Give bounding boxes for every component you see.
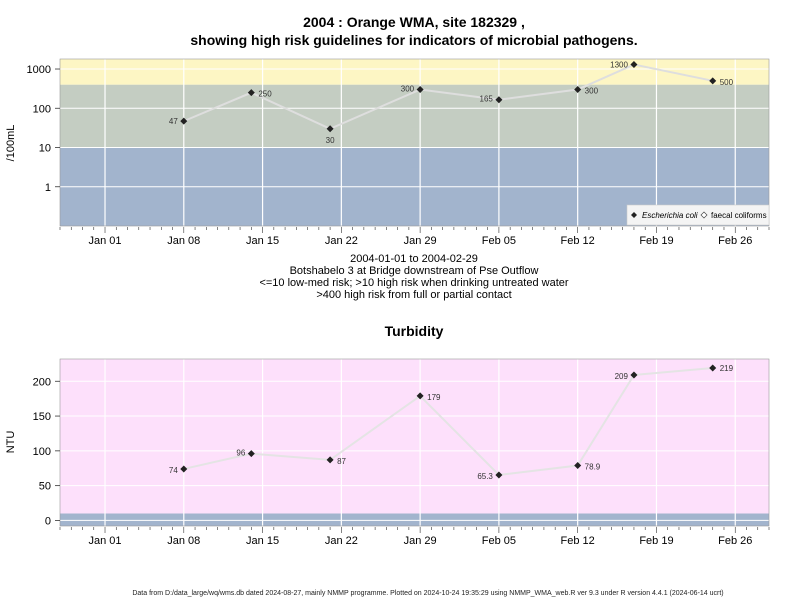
chart1-xtick-label-4: Jan 29 <box>404 235 437 247</box>
chart1-point-label-0: 47 <box>169 117 178 126</box>
chart1-point-label-5: 300 <box>585 87 599 96</box>
chart2-xtick-label-3: Jan 22 <box>325 535 358 547</box>
legend-box <box>626 204 770 226</box>
chart2-point-7 <box>709 364 717 372</box>
chart1-series-line-0 <box>183 63 713 130</box>
chart2-series-line-0 <box>183 367 713 477</box>
chart1-point-2 <box>326 125 334 133</box>
chart1-title-line1: 2004 : Orange WMA, site 182329 , <box>303 14 525 30</box>
chart2-point-4 <box>495 471 503 479</box>
chart2-point-0 <box>180 465 188 473</box>
chart2-point-6 <box>630 371 638 379</box>
chart1-xtick-label-2: Jan 15 <box>246 235 279 247</box>
chart1-xtick-label-5: Feb 05 <box>482 235 516 247</box>
chart2-band-0 <box>60 513 769 526</box>
chart2-ytick-label-4: 200 <box>33 376 51 388</box>
chart2-ylabel: NTU <box>5 431 17 454</box>
chart2-point-label-5: 78.9 <box>585 463 601 472</box>
chart1-point-6 <box>630 61 638 69</box>
chart2-point-label-1: 96 <box>236 449 245 458</box>
chart2-point-label-3: 179 <box>427 393 441 402</box>
chart2-xtick-label-2: Jan 15 <box>246 535 279 547</box>
chart2-title: Turbidity <box>385 323 444 339</box>
chart2-point-label-0: 74 <box>169 466 178 475</box>
chart2-xtick-label-8: Feb 26 <box>718 535 752 547</box>
chart1-ytick-label-2: 100 <box>33 103 51 115</box>
chart2-point-1 <box>247 450 255 458</box>
chart1-point-label-7: 500 <box>720 78 734 87</box>
chart1-point-5 <box>574 86 582 94</box>
chart2-xtick-label-6: Feb 12 <box>561 535 595 547</box>
chart1-xtick-label-3: Jan 22 <box>325 235 358 247</box>
chart1-point-4 <box>495 96 503 104</box>
chart2-xtick-label-0: Jan 01 <box>89 535 122 547</box>
chart1-point-label-3: 300 <box>401 85 415 94</box>
chart1-caption-line4: >400 high risk from full or partial cont… <box>316 289 511 301</box>
chart1-caption-line3: <=10 low-med risk; >10 high risk when dr… <box>259 277 568 289</box>
chart1-band-2 <box>60 59 769 85</box>
chart2-xtick-label-5: Feb 05 <box>482 535 516 547</box>
chart2-xtick-label-1: Jan 08 <box>167 535 200 547</box>
legend-ecoli-marker <box>631 212 637 218</box>
chart1-legend: Escherichia coli faecal coliforms <box>626 204 770 226</box>
chart1-ytick-label-1: 10 <box>39 143 51 155</box>
chart1-point-7 <box>709 77 717 85</box>
chart1-point-label-1: 250 <box>258 90 272 99</box>
chart2-xtick-label-4: Jan 29 <box>404 535 437 547</box>
chart2-ytick-label-2: 100 <box>33 446 51 458</box>
chart1-xtick-label-8: Feb 26 <box>718 235 752 247</box>
chart2-band-1 <box>60 359 769 514</box>
chart1-xtick-label-0: Jan 01 <box>89 235 122 247</box>
chart1-point-label-6: 1300 <box>610 61 628 70</box>
chart1-band-1 <box>60 84 769 148</box>
chart2-panel: 0 50 100 150 200 Jan 01 Jan 08 Jan 15 Jan 22 Jan … <box>33 358 770 547</box>
legend-ecoli-label: Escherichia coli <box>642 211 698 220</box>
legend-faecal-marker <box>700 211 708 219</box>
chart2-point-label-6: 209 <box>615 372 629 381</box>
chart1-ytick-label-0: 1 <box>45 182 51 194</box>
chart1-title-line2: showing high risk guidelines for indicat… <box>190 32 637 48</box>
chart1-ylabel: /100mL <box>5 125 17 162</box>
chart1-caption-line2: Botshabelo 3 at Bridge downstream of Pse… <box>290 265 539 277</box>
chart2-ytick-label-1: 50 <box>39 481 51 493</box>
chart2-point-2 <box>326 456 334 464</box>
legend-faecal-label: faecal coliforms <box>711 211 767 220</box>
chart2-point-3 <box>416 392 424 400</box>
chart1-caption-line1: 2004-01-01 to 2004-02-29 <box>350 253 478 265</box>
chart2-point-label-7: 219 <box>720 364 734 373</box>
chart1-point-0 <box>180 117 188 125</box>
chart1-xtick-label-7: Feb 19 <box>639 235 673 247</box>
footer-note: Data from D:/data_large/wq/wms.db dated … <box>132 590 723 597</box>
chart2-point-label-4: 65.3 <box>477 472 493 481</box>
chart1-xtick-label-1: Jan 08 <box>167 235 200 247</box>
chart1-panel: 1 10 100 1000 Jan 01 Jan 08 Jan 15 Jan 22 Jan 29… <box>27 58 770 247</box>
chart2-ytick-label-3: 150 <box>33 411 51 423</box>
chart1-point-label-2: 30 <box>326 136 335 145</box>
chart2-point-label-2: 87 <box>337 457 346 466</box>
chart2-ytick-label-0: 0 <box>45 515 51 527</box>
chart2-frame <box>59 358 770 527</box>
chart1-xtick-label-6: Feb 12 <box>561 235 595 247</box>
chart2-point-5 <box>574 462 582 470</box>
chart1-point-3 <box>416 86 424 94</box>
chart1-frame <box>59 58 770 227</box>
chart2-xtick-label-7: Feb 19 <box>639 535 673 547</box>
chart1-ytick-label-3: 1000 <box>27 64 51 76</box>
chart1-point-1 <box>247 89 255 97</box>
chart1-point-label-4: 165 <box>480 95 494 104</box>
